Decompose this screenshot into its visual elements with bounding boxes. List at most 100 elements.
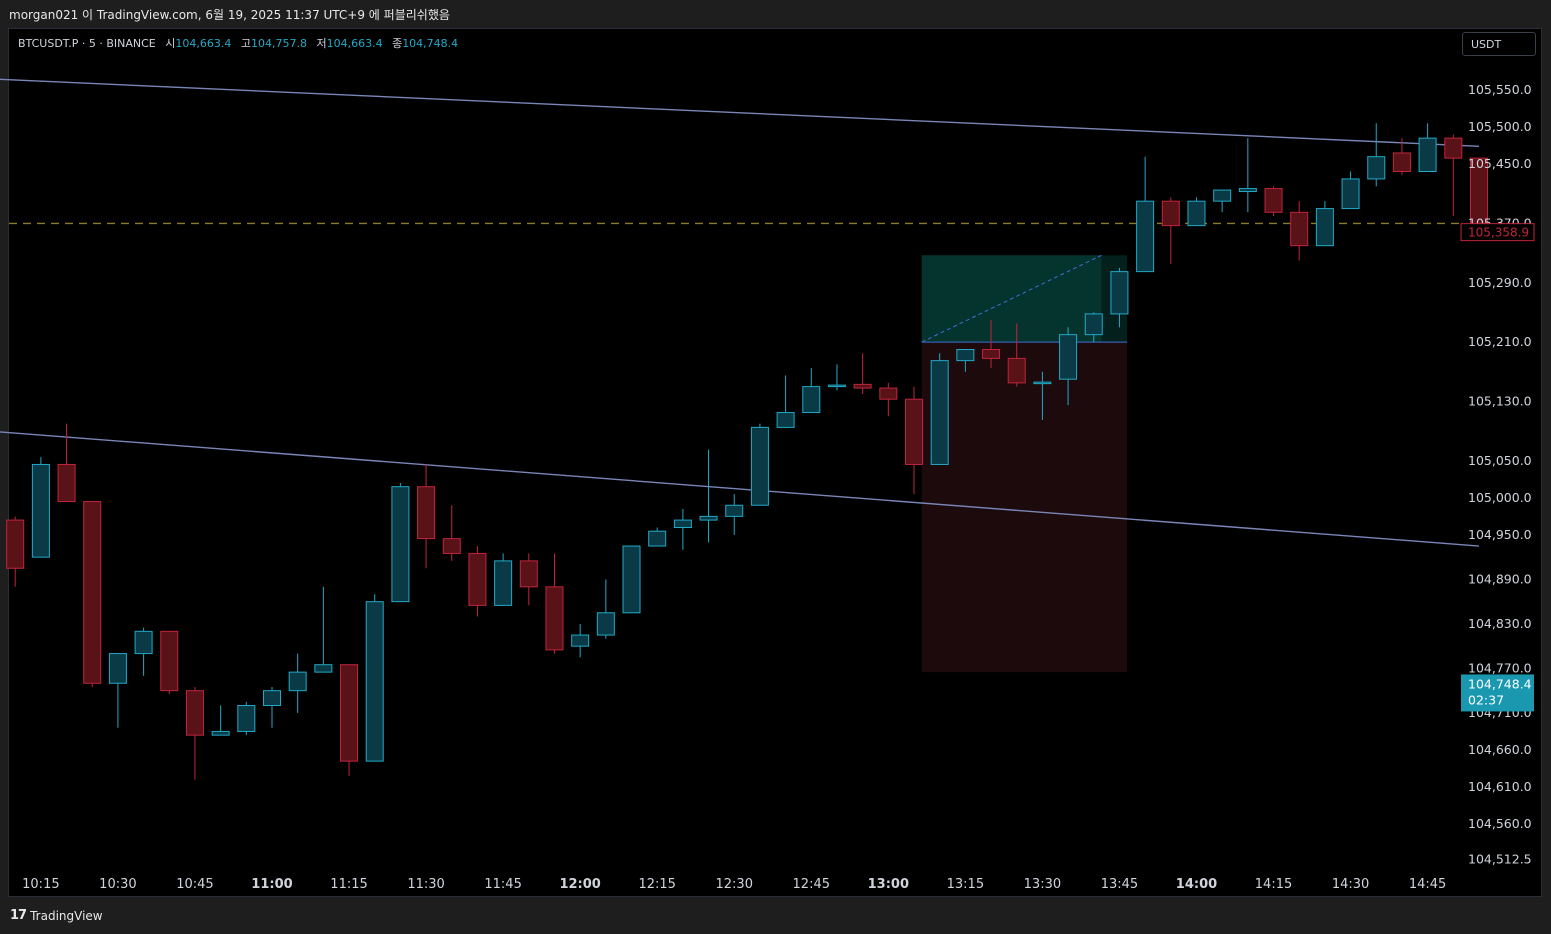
- y-tick-label: 104,610.0: [1468, 779, 1532, 794]
- last-price-tag: [1460, 223, 1535, 242]
- y-tick-label: 105,050.0: [1468, 453, 1532, 468]
- y-tick-label: 105,500.0: [1468, 119, 1532, 134]
- candle-body: [1392, 152, 1411, 172]
- current-price-tag: [1461, 674, 1534, 712]
- x-tick-label: 13:00: [868, 877, 909, 892]
- candle-body: [494, 560, 513, 606]
- candle-body: [1059, 334, 1078, 380]
- candle-body: [468, 552, 487, 606]
- y-tick-label: 104,950.0: [1468, 527, 1532, 542]
- x-tick-label: 11:00: [251, 877, 292, 892]
- candle-body: [905, 398, 923, 465]
- candle-body: [776, 412, 795, 428]
- candle-body: [879, 387, 898, 400]
- x-tick-label: 10:15: [22, 877, 59, 892]
- y-tick-label: 105,000.0: [1468, 490, 1532, 505]
- x-tick-label: 13:15: [947, 877, 984, 892]
- x-tick-label: 10:45: [176, 877, 213, 892]
- x-tick-label: 12:15: [638, 877, 675, 892]
- x-tick-label: 14:00: [1176, 877, 1217, 892]
- candle-body: [6, 519, 25, 569]
- candle-body: [83, 501, 102, 684]
- close-label: 종: [392, 37, 403, 50]
- y-tick-label: 104,512.5: [1468, 851, 1532, 866]
- candle-body: [750, 426, 769, 506]
- symbol-label: BTCUSDT.P · 5 · BINANCE: [18, 37, 156, 50]
- candle-body: [134, 630, 153, 655]
- x-tick-label: 11:30: [407, 877, 444, 892]
- loss-zone: [921, 342, 1128, 673]
- close-value: 104,748.4: [402, 37, 459, 50]
- candle-body: [1110, 271, 1129, 315]
- candle-body: [673, 519, 692, 528]
- low-label: 저: [316, 37, 327, 50]
- publish-caption: morgan021 이 TradingView.com, 6월 19, 2025…: [9, 8, 450, 22]
- candle-body: [519, 560, 538, 588]
- candle-body: [1213, 189, 1232, 202]
- tradingview-logo[interactable]: 17 TradingView: [10, 908, 103, 923]
- symbol-legend: BTCUSDT.P · 5 · BINANCE 시104,663.4 고104,…: [18, 35, 458, 51]
- high-value: 104,757.8: [250, 37, 307, 50]
- y-tick-label: 105,290.0: [1468, 275, 1532, 290]
- open-value: 104,663.4: [175, 37, 232, 50]
- last-price-tag-text: 105,358.9: [1468, 226, 1529, 240]
- low-value: 104,663.4: [326, 37, 383, 50]
- candle-body: [288, 671, 307, 692]
- high-label: 고: [240, 37, 251, 50]
- x-tick-label: 14:45: [1409, 877, 1446, 892]
- currency-button[interactable]: USDT: [1462, 32, 1536, 56]
- candle-body: [57, 463, 76, 503]
- candle-body: [930, 360, 949, 465]
- x-tick-label: 13:30: [1024, 877, 1061, 892]
- candle-body: [1367, 156, 1386, 180]
- y-tick-label: 105,210.0: [1468, 334, 1532, 349]
- candle-body: [442, 538, 461, 554]
- y-tick-label: 104,830.0: [1468, 616, 1532, 631]
- candle-body: [827, 384, 846, 388]
- candle-body: [1187, 200, 1206, 227]
- header-bar: morgan021 이 TradingView.com, 6월 19, 2025…: [0, 0, 1551, 28]
- x-tick-label: 10:30: [99, 877, 136, 892]
- candle-body: [1084, 313, 1103, 336]
- candle-body: [1290, 211, 1309, 247]
- candle-body: [391, 486, 410, 603]
- tradingview-brand: TradingView: [30, 908, 103, 923]
- candle-body: [596, 612, 615, 636]
- x-tick-label: 14:30: [1332, 877, 1369, 892]
- x-tick-label: 12:45: [793, 877, 830, 892]
- x-tick-label: 14:15: [1255, 877, 1292, 892]
- candle-body: [1136, 200, 1155, 273]
- x-tick-label: 12:30: [716, 877, 753, 892]
- candle-body: [1444, 137, 1463, 159]
- candle-body: [648, 530, 667, 547]
- footer-bar: [0, 898, 1551, 934]
- candle-body: [314, 664, 333, 673]
- candle-body: [1007, 357, 1026, 384]
- countdown-text: 02:37: [1468, 692, 1504, 707]
- candle-body: [1033, 381, 1052, 385]
- candle-body: [185, 690, 204, 736]
- y-tick-label: 104,770.0: [1468, 660, 1532, 675]
- candle-body: [1238, 188, 1257, 193]
- candle-body: [417, 486, 436, 540]
- x-tick-label: 13:45: [1101, 877, 1138, 892]
- tradingview-logo-icon: 17: [10, 908, 27, 923]
- chart-frame[interactable]: [8, 28, 1542, 897]
- candle-body: [571, 634, 590, 647]
- candle-body: [956, 349, 975, 362]
- candle-body: [1418, 137, 1437, 172]
- candle-body: [1341, 178, 1360, 210]
- candle-body: [622, 545, 641, 614]
- candle-body: [853, 383, 872, 389]
- y-tick-label: 104,560.0: [1468, 816, 1532, 831]
- candle-body: [108, 653, 127, 684]
- candle-body: [1315, 208, 1334, 247]
- candle-body: [802, 386, 821, 414]
- candle-body: [545, 586, 564, 651]
- y-tick-label: 105,550.0: [1468, 82, 1532, 97]
- y-tick-label: 104,660.0: [1468, 742, 1532, 757]
- candle-body: [263, 690, 281, 707]
- open-label: 시: [165, 37, 176, 50]
- x-tick-label: 12:00: [559, 877, 600, 892]
